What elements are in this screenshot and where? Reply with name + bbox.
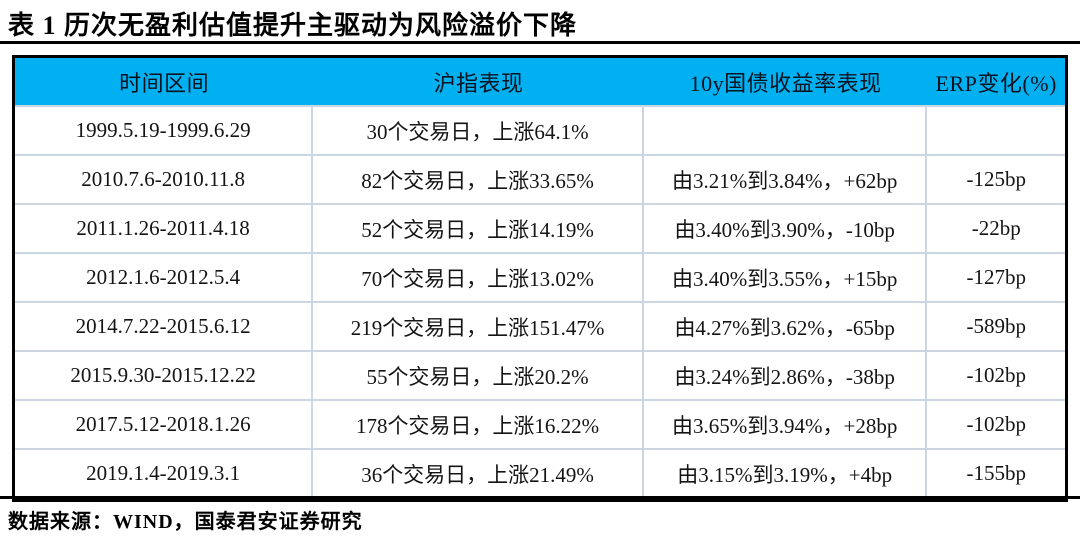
table-row: 2011.1.26-2011.4.18 52个交易日，上涨14.19% 由3.40%… [15,203,1065,252]
table-cell: 52个交易日，上涨14.19% [313,205,644,252]
table-cell: 30个交易日，上涨64.1% [313,107,644,154]
table-cell: -102bp [966,363,1026,387]
table-cell: 55个交易日，上涨20.2% [313,352,644,399]
table-cell: 1999.5.19-1999.6.29 [15,107,314,154]
table-cell: -127bp [966,265,1026,289]
data-source-note: 数据来源：WIND，国泰君安证券研究 [8,511,363,533]
table-row: 2017.5.12-2018.1.26 178个交易日，上涨16.22% 由3.65… [15,399,1065,448]
table-row: 2019.1.4-2019.3.1 36个交易日，上涨21.49% 由3.15%到3… [15,448,1065,497]
column-header: ERP变化(%) [935,70,1057,96]
table-row: 1999.5.19-1999.6.29 30个交易日，上涨64.1% [15,105,1065,154]
table-cell: 由3.65%到3.94%，+28bp [644,401,928,448]
table-body: 1999.5.19-1999.6.29 30个交易日，上涨64.1% 2010.7.… [15,105,1065,497]
table-cell: 70个交易日，上涨13.02% [313,254,644,301]
table-cell: -22bp [971,216,1021,240]
title-divider-rule [0,41,1080,44]
table-cell: 2015.9.30-2015.12.22 [15,352,314,399]
table-cell: 36个交易日，上涨21.49% [313,450,644,497]
table-cell: 由4.27%到3.62%，-65bp [644,303,928,350]
table-title: 表 1 历次无盈利估值提升主驱动为风险溢价下降 [8,11,578,40]
table-cell: 2011.1.26-2011.4.18 [15,205,314,252]
footer-divider-rule [0,496,1080,499]
table-cell: 2017.5.12-2018.1.26 [15,401,314,448]
table-cell [927,107,1065,154]
table-row: 2014.7.22-2015.6.12 219个交易日，上涨151.47% 由4.2… [15,301,1065,350]
table-cell: 由3.40%到3.90%，-10bp [644,205,928,252]
table-row: 2010.7.6-2010.11.8 82个交易日，上涨33.65% 由3.21%到… [15,154,1065,203]
table-cell: 由3.21%到3.84%，+62bp [644,156,928,203]
table-row: 2015.9.30-2015.12.22 55个交易日，上涨20.2% 由3.24%… [15,350,1065,399]
table-cell: 82个交易日，上涨33.65% [313,156,644,203]
table-cell: 由3.15%到3.19%，+4bp [644,450,928,497]
table-cell: 由3.40%到3.55%，+15bp [644,254,928,301]
column-header: 沪指表现 [433,70,524,96]
table-cell: 2010.7.6-2010.11.8 [15,156,314,203]
table-header-row: 时间区间 沪指表现 10y国债收益率表现 ERP变化(%) [15,58,1065,105]
table-cell: 2014.7.22-2015.6.12 [15,303,314,350]
table-cell: 219个交易日，上涨151.47% [313,303,644,350]
data-table: 时间区间 沪指表现 10y国债收益率表现 ERP变化(%) 1999.5.19-199… [12,55,1068,502]
table-cell: -102bp [966,412,1026,436]
table-cell: 2019.1.4-2019.3.1 [15,450,314,497]
column-header: 10y国债收益率表现 [689,70,882,96]
table-cell: 由3.24%到2.86%，-38bp [644,352,928,399]
column-header: 时间区间 [119,70,210,96]
table-row: 2012.1.6-2012.5.4 70个交易日，上涨13.02% 由3.40%到3… [15,252,1065,301]
table-cell [644,107,928,154]
table-cell: 2012.1.6-2012.5.4 [15,254,314,301]
table-cell: -155bp [966,461,1026,485]
table-cell: -125bp [966,167,1026,191]
table-cell: -589bp [966,314,1026,338]
table-cell: 178个交易日，上涨16.22% [313,401,644,448]
